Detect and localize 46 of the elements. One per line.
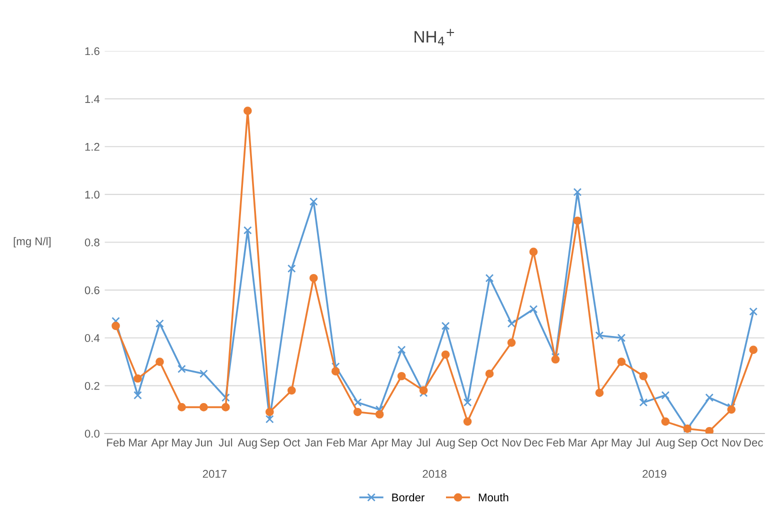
x-tick-label: Aug xyxy=(238,438,257,449)
x-tick-label: Apr xyxy=(370,438,388,449)
text: 2018 xyxy=(422,470,446,478)
y-tick-label: 0.0 xyxy=(84,430,100,438)
x-tick-label: Nov xyxy=(722,438,742,447)
x-tick-label: Feb xyxy=(546,438,565,447)
x-tick-label: Dec xyxy=(744,438,763,447)
x-tick-label: Oct xyxy=(481,438,498,447)
x-tick-label: May xyxy=(172,438,192,449)
y-tick-label: 1.0 xyxy=(85,190,100,199)
chart-title: NH$_{4}$$^{+}$ xyxy=(414,28,454,46)
legend-label: Border xyxy=(392,493,424,502)
legend-label: Mouth xyxy=(478,493,508,502)
x-tick-label: Mar xyxy=(348,438,367,447)
x-tick-label: Feb xyxy=(107,438,125,447)
y-tick-label: 0.2 xyxy=(84,382,100,390)
x-tick-label: Sep xyxy=(458,438,477,449)
text: 2017 xyxy=(202,470,226,478)
x-tick-label: Jul xyxy=(636,438,650,447)
x-tick-label: Sep xyxy=(260,438,280,449)
x-tick-label: Aug xyxy=(656,438,675,449)
x-tick-label: Nov xyxy=(502,438,522,447)
y-tick-label: 1.4 xyxy=(85,95,100,103)
x-tick-label: Dec xyxy=(524,438,544,447)
y-tick-label: 0.6 xyxy=(84,286,100,294)
y-tick-label: 0.8 xyxy=(84,238,100,246)
y-tick-label: 1.2 xyxy=(85,142,100,151)
x-tick-label: Feb xyxy=(326,438,345,447)
x-tick-label: Apr xyxy=(151,438,168,449)
x-tick-label: Mar xyxy=(129,438,148,447)
x-tick-label: Sep xyxy=(678,438,697,449)
y-tick-label: 0.4 xyxy=(84,334,100,342)
y-tick-label: 1.6 xyxy=(85,47,100,56)
x-tick-label: Mar xyxy=(568,438,587,447)
x-tick-label: Jul xyxy=(218,438,232,447)
x-tick-label: Jul xyxy=(416,438,430,447)
y-axis-title: [mg N/l] xyxy=(14,237,51,248)
x-tick-label: Aug xyxy=(436,438,455,449)
x-tick-label: Jun xyxy=(194,438,212,447)
x-tick-label: Oct xyxy=(701,438,718,447)
x-tick-label: Apr xyxy=(590,438,608,449)
x-tick-label: Oct xyxy=(284,438,300,447)
text: 2019 xyxy=(642,470,666,478)
x-tick-label: May xyxy=(392,438,412,449)
x-tick-label: Jan xyxy=(304,438,322,447)
x-tick-label: May xyxy=(612,438,632,449)
